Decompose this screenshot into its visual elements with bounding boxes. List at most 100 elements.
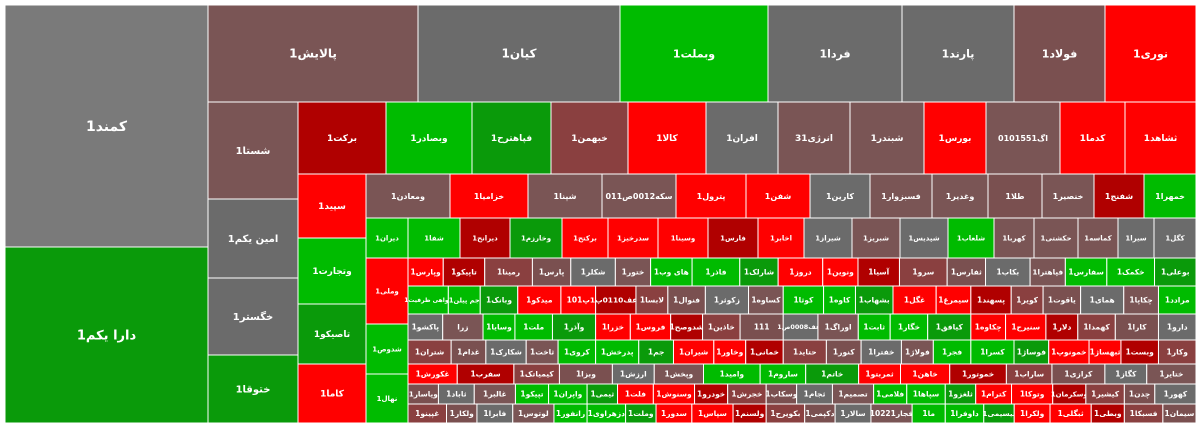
treemap-tile-وخارزم1[interactable]: وخارزم1 — [509, 217, 563, 259]
treemap-tile-سیرا1[interactable]: سیرا1 — [1117, 217, 1155, 259]
treemap-tile-غپینو1[interactable]: غپینو1 — [407, 403, 448, 424]
treemap-tile-بورس1[interactable]: بورس1 — [923, 101, 987, 175]
treemap-tile-یاقوت1[interactable]: یاقوت1 — [1042, 285, 1082, 315]
treemap-tile-دارا-یکم1[interactable]: دارا یکم1 — [4, 246, 209, 424]
treemap-tile-غگل1[interactable]: غگل1 — [892, 285, 937, 315]
treemap-tile-غکورش1[interactable]: غکورش1 — [407, 363, 458, 385]
treemap-tile-بکویرح1[interactable]: بکویرح1 — [765, 403, 806, 424]
treemap-tile-ثیمی1[interactable]: ثیمی1 — [586, 383, 619, 405]
treemap-tile-ولکرا1[interactable]: ولکرا1 — [1013, 403, 1051, 424]
treemap-tile-پارند1[interactable]: پارند1 — [901, 4, 1015, 103]
treemap-tile-آسیا1[interactable]: آسیا1 — [857, 257, 900, 287]
treemap-tile-تپیکو1[interactable]: تپیکو1 — [514, 383, 550, 405]
treemap-tile-ومعادن1[interactable]: ومعادن1 — [365, 173, 451, 219]
treemap-tile-سدرخیز1[interactable]: سدرخیز1 — [607, 217, 659, 259]
treemap-tile-جم-پیلن1[interactable]: جم پیلن1 — [447, 285, 481, 315]
treemap-tile-کماسه1[interactable]: کماسه1 — [1077, 217, 1119, 259]
treemap-tile-کساوه1[interactable]: کساوه1 — [748, 285, 784, 315]
treemap-tile-خودرو1[interactable]: خودرو1 — [694, 383, 729, 405]
treemap-tile-جم1[interactable]: جم1 — [638, 339, 674, 365]
treemap-tile-گواهی-ظرفیت1[interactable]: گواهی ظرفیت1 — [404, 285, 453, 315]
treemap-tile-شارلک1[interactable]: شارلک1 — [739, 257, 779, 287]
treemap-tile-101پ[interactable]: 101پ — [560, 285, 597, 315]
treemap-tile-امین-یکم1[interactable]: امین یکم1 — [207, 198, 299, 279]
treemap-tile-های-وب1[interactable]: های وب1 — [650, 257, 693, 287]
treemap-tile-شیران1[interactable]: شیران1 — [672, 339, 715, 365]
treemap-tile-وتجارت1[interactable]: وتجارت1 — [297, 237, 367, 305]
treemap-tile-زکوثر1[interactable]: زکوثر1 — [704, 285, 750, 315]
treemap-tile-پترول1[interactable]: پترول1 — [675, 173, 747, 219]
treemap-tile-چکاپا1[interactable]: چکاپا1 — [1123, 285, 1159, 315]
treemap-tile-دیران1[interactable]: دیران1 — [365, 217, 409, 259]
treemap-tile-پدرخش1[interactable]: پدرخش1 — [595, 339, 640, 365]
treemap-tile-وبانک1[interactable]: وبانک1 — [479, 285, 519, 315]
treemap-tile-اگ0101551[interactable]: اگ0101551 — [985, 101, 1061, 175]
treemap-tile-تاپیکو1[interactable]: تاپیکو1 — [442, 257, 486, 287]
treemap-tile-بکاب1[interactable]: بکاب1 — [985, 257, 1031, 287]
treemap-tile-فجر1[interactable]: فجر1 — [932, 339, 972, 365]
treemap-tile-شپدیس1[interactable]: شپدیس1 — [899, 217, 949, 259]
treemap-tile-شکارک1[interactable]: شکارک1 — [485, 339, 527, 365]
treemap-tile-فولاد1[interactable]: فولاد1 — [1013, 4, 1106, 103]
treemap-tile-لابسا1[interactable]: لابسا1 — [635, 285, 669, 315]
treemap-tile-وبطی1[interactable]: وبطی1 — [1090, 403, 1125, 424]
treemap-tile-کمند1[interactable]: کمند1 — [4, 4, 209, 248]
treemap-tile-کارین1[interactable]: کارین1 — [809, 173, 871, 219]
treemap-tile-وسکرمان1[interactable]: وسکرمان1 — [1051, 383, 1088, 405]
treemap-tile-ما1[interactable]: ما1 — [911, 403, 946, 424]
treemap-tile-فابرا1[interactable]: فابرا1 — [476, 403, 514, 424]
treemap-tile-کدما1[interactable]: کدما1 — [1059, 101, 1126, 175]
treemap-tile-تصمیم1[interactable]: تصمیم1 — [831, 383, 875, 405]
treemap-tile-وکار1[interactable]: وکار1 — [1157, 339, 1197, 365]
treemap-tile-وپخش1[interactable]: وپخش1 — [653, 363, 704, 385]
treemap-tile-نوری1[interactable]: نوری1 — [1104, 4, 1197, 103]
treemap-tile-وپارس1[interactable]: وپارس1 — [407, 257, 444, 287]
treemap-tile-کیشیر1[interactable]: کیشیر1 — [1085, 383, 1125, 405]
treemap-tile-فسبکا1[interactable]: فسبکا1 — [1123, 403, 1164, 424]
treemap-tile-ثجام1[interactable]: ثجام1 — [796, 383, 833, 405]
treemap-tile-ولسنم1[interactable]: ولسنم1 — [732, 403, 767, 424]
treemap-tile-خمهرا1[interactable]: خمهرا1 — [1143, 173, 1197, 219]
treemap-tile-فوساژ1[interactable]: فوساژ1 — [1013, 339, 1050, 365]
treemap-tile-سیمان1[interactable]: سیمان1 — [1162, 403, 1197, 424]
treemap-tile-انرژی31[interactable]: انرژی31 — [777, 101, 851, 175]
treemap-tile-فولاژ1[interactable]: فولاژ1 — [900, 339, 934, 365]
treemap-tile-شکلر1[interactable]: شکلر1 — [570, 257, 616, 287]
treemap-tile-وسکاب1[interactable]: وسکاب1 — [765, 383, 798, 405]
treemap-tile-دارو1[interactable]: دارو1 — [1157, 313, 1197, 341]
treemap-tile-خموتور1[interactable]: خموتور1 — [949, 363, 1007, 385]
treemap-tile-داوفرا1[interactable]: داوفرا1 — [944, 403, 985, 424]
treemap-tile-خنصیر1[interactable]: خنصیر1 — [1041, 173, 1095, 219]
treemap-tile-وبست1[interactable]: وبست1 — [1120, 339, 1159, 365]
treemap-tile-وملت1[interactable]: وملت1 — [625, 403, 657, 424]
treemap-tile-کترام1[interactable]: کترام1 — [975, 383, 1013, 405]
treemap-tile-کوثا1[interactable]: کوثا1 — [782, 285, 825, 315]
treemap-tile-اخابر1[interactable]: اخابر1 — [757, 217, 805, 259]
treemap-tile-ثفارس1[interactable]: ثفارس1 — [946, 257, 987, 287]
treemap-tile-افران1[interactable]: افران1 — [705, 101, 779, 175]
treemap-tile-فروس1[interactable]: فروس1 — [629, 313, 672, 341]
treemap-tile-رمینا1[interactable]: رمینا1 — [484, 257, 533, 287]
treemap-tile-خگار1[interactable]: خگار1 — [889, 313, 929, 341]
treemap-tile-ثلغزو1[interactable]: ثلغزو1 — [944, 383, 977, 405]
treemap-tile-طلا1[interactable]: طلا1 — [987, 173, 1043, 219]
treemap-tile-برکتح1[interactable]: برکتح1 — [561, 217, 609, 259]
treemap-tile-چکاوه1[interactable]: چکاوه1 — [970, 313, 1007, 341]
treemap-tile-ثشاهد1[interactable]: ثشاهد1 — [1124, 101, 1197, 175]
treemap-tile-سرو1[interactable]: سرو1 — [898, 257, 948, 287]
treemap-tile-وملی1[interactable]: وملی1 — [365, 257, 409, 325]
treemap-tile-ملت1[interactable]: ملت1 — [514, 313, 553, 341]
treemap-tile-کارا1[interactable]: کارا1 — [1114, 313, 1159, 341]
treemap-tile-ثاباد1[interactable]: ثاباد1 — [437, 383, 475, 405]
treemap-tile-وپاسار1[interactable]: وپاسار1 — [407, 383, 439, 405]
treemap-tile-فنوال1[interactable]: فنوال1 — [667, 285, 706, 315]
treemap-tile-خکمک1[interactable]: خکمک1 — [1106, 257, 1156, 287]
treemap-tile-دروز1[interactable]: دروز1 — [777, 257, 824, 287]
treemap-tile-کگاز1[interactable]: کگاز1 — [1104, 363, 1148, 385]
treemap-tile-شفن1[interactable]: شفن1 — [745, 173, 811, 219]
treemap-tile-کیافق1[interactable]: کیافق1 — [927, 313, 972, 341]
treemap-tile-فجار10221[interactable]: فجار10221 — [870, 403, 914, 424]
treemap-tile-نهال1[interactable]: نهال1 — [365, 373, 409, 424]
treemap-tile-کسرا1[interactable]: کسرا1 — [970, 339, 1015, 365]
treemap-tile-وبملت1[interactable]: وبملت1 — [619, 4, 769, 103]
